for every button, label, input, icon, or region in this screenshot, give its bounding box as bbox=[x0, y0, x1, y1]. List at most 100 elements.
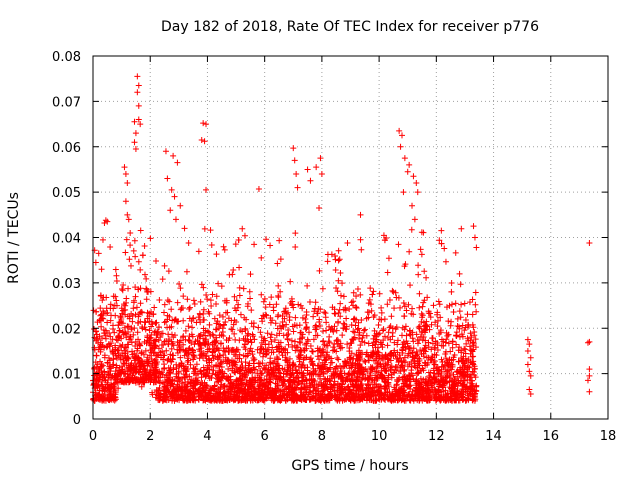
data-point bbox=[271, 336, 278, 343]
data-point bbox=[396, 127, 403, 134]
data-point bbox=[213, 362, 220, 369]
data-point bbox=[143, 286, 150, 293]
data-point bbox=[239, 328, 246, 335]
data-point bbox=[161, 301, 168, 308]
data-point bbox=[203, 292, 210, 299]
data-point bbox=[197, 390, 204, 397]
data-point bbox=[340, 293, 347, 300]
data-point bbox=[446, 379, 453, 386]
data-point bbox=[181, 352, 188, 359]
data-point bbox=[464, 311, 471, 318]
data-point bbox=[191, 341, 198, 348]
data-point bbox=[214, 345, 221, 352]
data-point bbox=[376, 353, 383, 360]
data-point bbox=[267, 319, 274, 326]
data-point bbox=[217, 360, 224, 367]
data-point bbox=[375, 395, 382, 402]
data-point bbox=[460, 372, 467, 379]
data-point bbox=[113, 297, 120, 304]
data-point bbox=[143, 275, 150, 282]
data-point bbox=[381, 385, 388, 392]
data-point bbox=[455, 323, 462, 330]
data-point bbox=[122, 311, 129, 318]
data-point bbox=[116, 332, 123, 339]
data-point bbox=[200, 317, 207, 324]
data-point bbox=[453, 390, 460, 397]
data-point bbox=[380, 356, 387, 363]
data-point bbox=[469, 296, 476, 303]
data-point bbox=[312, 397, 319, 404]
data-point bbox=[307, 342, 314, 349]
data-point bbox=[255, 324, 262, 331]
data-point bbox=[229, 388, 236, 395]
data-point bbox=[242, 325, 249, 332]
data-point bbox=[349, 396, 356, 403]
data-point bbox=[119, 377, 126, 384]
data-point bbox=[131, 237, 138, 244]
data-point bbox=[231, 293, 238, 300]
data-point bbox=[287, 370, 294, 377]
data-point bbox=[350, 289, 357, 296]
data-point bbox=[335, 277, 342, 284]
data-point bbox=[148, 331, 155, 338]
data-point bbox=[195, 340, 202, 347]
data-point bbox=[218, 359, 225, 366]
data-point bbox=[121, 343, 128, 350]
data-point bbox=[178, 362, 185, 369]
data-point bbox=[301, 365, 308, 372]
data-point bbox=[367, 370, 374, 377]
data-point bbox=[295, 353, 302, 360]
grid-lines bbox=[93, 56, 608, 419]
data-point bbox=[452, 396, 459, 403]
data-point bbox=[346, 306, 353, 313]
data-point bbox=[330, 344, 337, 351]
data-point bbox=[185, 323, 192, 330]
data-point bbox=[240, 335, 247, 342]
data-point bbox=[456, 270, 463, 277]
data-point bbox=[104, 218, 111, 225]
data-point bbox=[221, 389, 228, 396]
data-point bbox=[314, 353, 321, 360]
data-point bbox=[144, 315, 151, 322]
data-point bbox=[378, 304, 385, 311]
data-point bbox=[247, 271, 254, 278]
data-point bbox=[340, 325, 347, 332]
data-point bbox=[370, 392, 377, 399]
data-point bbox=[150, 310, 157, 317]
data-point bbox=[466, 299, 473, 306]
data-point bbox=[459, 357, 466, 364]
data-point bbox=[442, 380, 449, 387]
data-point bbox=[141, 242, 148, 249]
data-point bbox=[469, 382, 476, 389]
data-point bbox=[143, 285, 150, 292]
data-point bbox=[123, 355, 130, 362]
data-point bbox=[399, 392, 406, 399]
data-point bbox=[337, 292, 344, 299]
data-point bbox=[135, 286, 142, 293]
data-point bbox=[379, 375, 386, 382]
data-point bbox=[236, 387, 243, 394]
data-point bbox=[403, 307, 410, 314]
data-point bbox=[388, 363, 395, 370]
data-point bbox=[283, 392, 290, 399]
data-point bbox=[152, 258, 159, 265]
data-point bbox=[426, 388, 433, 395]
data-point bbox=[99, 297, 106, 304]
data-point bbox=[320, 328, 327, 335]
data-point bbox=[285, 327, 292, 334]
data-point bbox=[465, 385, 472, 392]
data-point bbox=[264, 366, 271, 373]
data-point bbox=[409, 202, 416, 209]
data-point bbox=[290, 328, 297, 335]
data-point bbox=[431, 361, 438, 368]
data-point bbox=[316, 356, 323, 363]
data-point bbox=[216, 332, 223, 339]
data-point bbox=[369, 342, 376, 349]
data-point bbox=[430, 302, 437, 309]
data-point bbox=[175, 374, 182, 381]
data-point bbox=[99, 387, 106, 394]
data-point bbox=[167, 391, 174, 398]
data-point bbox=[324, 258, 331, 265]
data-point bbox=[189, 347, 196, 354]
data-point bbox=[403, 376, 410, 383]
